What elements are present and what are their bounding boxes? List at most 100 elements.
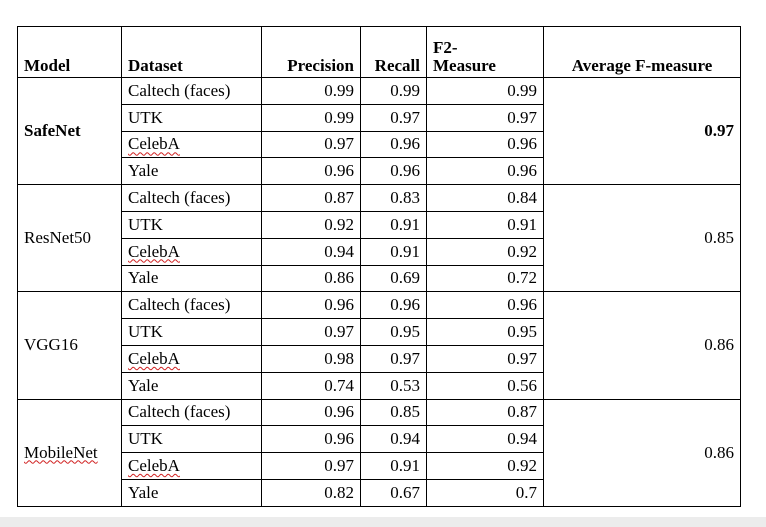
header-f2-line2: Measure	[433, 56, 496, 75]
dataset-name: Yale	[128, 268, 159, 288]
f2-measure-cell: 0.96	[426, 157, 544, 186]
dataset-name: CelebA	[128, 134, 180, 154]
recall-cell: 0.94	[360, 425, 427, 454]
table-row: CelebA 0.94 0.91 0.92	[18, 237, 741, 266]
dataset-cell: Yale	[121, 371, 262, 400]
precision-cell: 0.86	[261, 264, 361, 293]
dataset-cell: CelebA	[121, 344, 262, 373]
precision-cell: 0.97	[261, 452, 361, 480]
dataset-cell: Yale	[121, 478, 262, 507]
table-row: CelebA 0.97 0.91 0.92	[18, 452, 741, 480]
precision-cell: 0.97	[261, 318, 361, 346]
model-cell: MobileNet	[17, 398, 122, 507]
header-model: Model	[17, 26, 122, 78]
precision-cell: 0.99	[261, 103, 361, 132]
f2-measure-cell: 0.87	[426, 398, 544, 427]
table-row: VGG16 Caltech (faces) 0.96 0.96 0.96 0.86	[17, 291, 741, 400]
dataset-name: Caltech (faces)	[128, 188, 231, 208]
window-bottom-bar	[0, 517, 766, 527]
model-cell: SafeNet	[17, 76, 122, 186]
f2-measure-cell: 0.96	[426, 291, 544, 320]
dataset-name: CelebA	[128, 456, 180, 476]
table-row: MobileNet Caltech (faces) 0.96 0.85 0.87 0.86	[17, 398, 741, 507]
results-table: Model Dataset Precision Recall F2- Measur…	[17, 26, 741, 507]
average-f-measure-cell: 0.86	[543, 398, 741, 507]
precision-cell: 0.96	[261, 157, 361, 186]
recall-cell: 0.95	[360, 318, 427, 346]
table-body: SafeNet Caltech (faces) 0.99 0.99 0.99 0.97 UT…	[17, 76, 741, 507]
average-f-measure-cell: 0.97	[543, 76, 741, 186]
precision-cell: 0.82	[261, 478, 361, 507]
precision-cell: 0.96	[261, 291, 361, 320]
header-dataset: Dataset	[121, 26, 262, 78]
recall-cell: 0.67	[360, 478, 427, 507]
recall-cell: 0.97	[360, 344, 427, 373]
dataset-cell: Caltech (faces)	[121, 184, 262, 212]
dataset-name: Yale	[128, 161, 159, 181]
model-name: ResNet50	[24, 228, 92, 248]
model-name: MobileNet	[24, 442, 98, 462]
dataset-name: UTK	[128, 322, 163, 342]
header-row: Model Dataset Precision Recall F2- Measur…	[17, 26, 741, 78]
recall-cell: 0.69	[360, 264, 427, 293]
f2-measure-cell: 0.95	[426, 318, 544, 346]
dataset-name: Yale	[128, 375, 159, 395]
precision-cell: 0.99	[261, 77, 361, 105]
dataset-cell: UTK	[121, 210, 262, 239]
recall-cell: 0.99	[360, 77, 427, 105]
f2-measure-cell: 0.72	[426, 264, 544, 293]
dataset-name: CelebA	[128, 241, 180, 261]
dataset-name: Yale	[128, 482, 159, 502]
table-row: Yale 0.96 0.96 0.96	[18, 157, 741, 186]
header-precision: Precision	[261, 26, 361, 78]
table-row: CelebA 0.97 0.96 0.96	[18, 130, 741, 159]
precision-cell: 0.92	[261, 210, 361, 239]
f2-measure-cell: 0.91	[426, 210, 544, 239]
dataset-cell: Caltech (faces)	[121, 77, 262, 105]
recall-cell: 0.91	[360, 210, 427, 239]
dataset-name: UTK	[128, 429, 163, 449]
recall-cell: 0.85	[360, 398, 427, 427]
dataset-cell: UTK	[121, 425, 262, 454]
dataset-name: Caltech (faces)	[128, 402, 231, 422]
precision-cell: 0.96	[261, 425, 361, 454]
f2-measure-cell: 0.56	[426, 371, 544, 400]
dataset-name: UTK	[128, 214, 163, 234]
model-name: SafeNet	[24, 121, 81, 141]
model-cell: VGG16	[17, 291, 122, 400]
f2-measure-cell: 0.7	[426, 478, 544, 507]
recall-cell: 0.96	[360, 130, 427, 159]
f2-measure-cell: 0.96	[426, 130, 544, 159]
model-name: VGG16	[24, 335, 78, 355]
average-f-measure-cell: 0.85	[543, 184, 741, 293]
table-row: SafeNet Caltech (faces) 0.99 0.99 0.99 0.97	[17, 76, 741, 186]
dataset-cell: Yale	[121, 157, 262, 186]
f2-measure-cell: 0.84	[426, 184, 544, 212]
table-row: UTK 0.99 0.97 0.97	[18, 103, 741, 132]
dataset-cell: UTK	[121, 103, 262, 132]
recall-cell: 0.83	[360, 184, 427, 212]
dataset-name: Caltech (faces)	[128, 295, 231, 315]
model-cell: ResNet50	[17, 184, 122, 293]
dataset-cell: Caltech (faces)	[121, 291, 262, 320]
dataset-cell: Yale	[121, 264, 262, 293]
table-row: ResNet50 Caltech (faces) 0.87 0.83 0.84 0.85	[17, 184, 741, 293]
dataset-name: Caltech (faces)	[128, 80, 231, 100]
precision-cell: 0.87	[261, 184, 361, 212]
precision-cell: 0.74	[261, 371, 361, 400]
precision-cell: 0.97	[261, 130, 361, 159]
average-f-measure-cell: 0.86	[543, 291, 741, 400]
f2-measure-cell: 0.92	[426, 452, 544, 480]
header-average-f-measure: Average F-measure	[543, 26, 741, 78]
dataset-name: UTK	[128, 107, 163, 127]
recall-cell: 0.97	[360, 103, 427, 132]
f2-measure-cell: 0.92	[426, 237, 544, 266]
precision-cell: 0.98	[261, 344, 361, 373]
recall-cell: 0.91	[360, 452, 427, 480]
recall-cell: 0.96	[360, 157, 427, 186]
f2-measure-cell: 0.94	[426, 425, 544, 454]
dataset-cell: UTK	[121, 318, 262, 346]
table-row: UTK 0.97 0.95 0.95	[18, 318, 741, 346]
dataset-cell: Caltech (faces)	[121, 398, 262, 427]
dataset-name: CelebA	[128, 348, 180, 368]
